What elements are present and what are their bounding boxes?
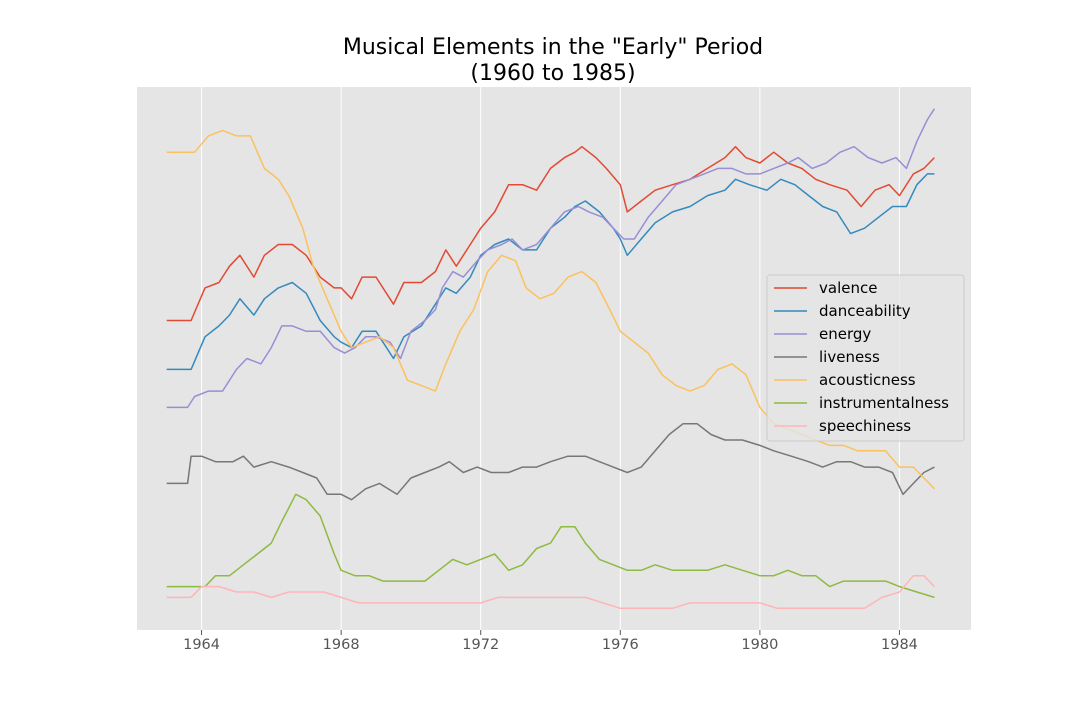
series-line-instrumentalness: [166, 493, 935, 599]
legend-label-danceability: danceability: [819, 302, 911, 320]
legend: valence danceability energy liveness acousti…: [766, 274, 965, 442]
legend-label-energy: energy: [819, 325, 871, 343]
series-line-energy: [166, 108, 936, 409]
x-axis: 1964 1968 1972 1976 1980 1984: [183, 630, 918, 653]
legend-label-liveness: liveness: [819, 348, 880, 366]
x-tick-label: 1984: [881, 637, 918, 653]
series-line-valence: [166, 145, 935, 322]
x-tick-label: 1976: [602, 637, 639, 653]
x-tick-label: 1980: [741, 637, 778, 653]
series-line-liveness: [166, 422, 935, 501]
legend-box: [766, 274, 965, 442]
legend-label-acousticness: acousticness: [819, 371, 916, 389]
legend-label-instrumentalness: instrumentalness: [819, 394, 949, 412]
legend-label-speechiness: speechiness: [819, 417, 911, 435]
chart-title: Musical Elements in the "Early" Period: [343, 35, 763, 60]
x-tick-label: 1968: [323, 637, 360, 653]
x-tick-label: 1972: [462, 637, 499, 653]
x-tick-label: 1964: [183, 637, 220, 653]
chart-subtitle: (1960 to 1985): [470, 61, 635, 86]
series-line-speechiness: [166, 574, 935, 610]
legend-label-valence: valence: [819, 279, 877, 297]
